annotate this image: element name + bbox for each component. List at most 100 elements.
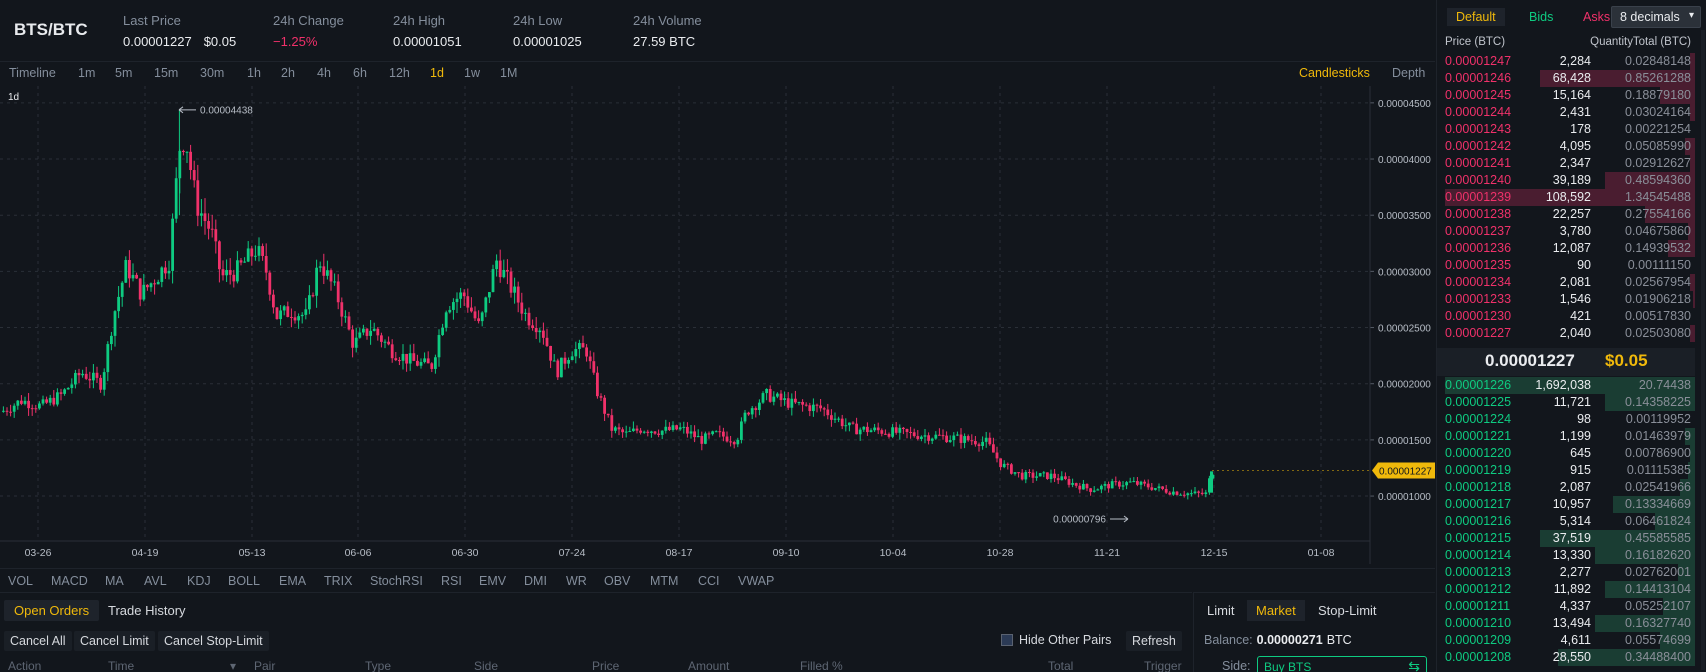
cancel-all-button[interactable]: Cancel All	[4, 631, 72, 651]
interval-15m[interactable]: 15m	[154, 66, 179, 80]
ask-row[interactable]: 0.00001230 421 0.00517830	[1437, 308, 1695, 325]
ask-row[interactable]: 0.00001236 12,087 0.14939532	[1437, 240, 1695, 257]
candle-body	[941, 435, 945, 437]
hide-other-pairs-checkbox[interactable]: Hide Other Pairs	[1001, 633, 1111, 647]
bid-row[interactable]: 0.00001218 2,087 0.02541966	[1437, 479, 1695, 496]
sort-down-icon[interactable]: ▾	[230, 659, 237, 672]
bid-row[interactable]: 0.00001208 28,550 0.34488400	[1437, 649, 1695, 666]
indicator-trix[interactable]: TRIX	[324, 574, 353, 588]
row-quantity: 28,550	[1552, 650, 1591, 664]
tab-trade-history[interactable]: Trade History	[108, 603, 186, 618]
candle-body	[52, 397, 56, 405]
tab-limit[interactable]: Limit	[1207, 603, 1235, 618]
interval-1h[interactable]: 1h	[247, 66, 261, 80]
bid-row[interactable]: 0.00001219 915 0.01115385	[1437, 462, 1695, 479]
checkbox-icon[interactable]	[1001, 634, 1013, 646]
bid-row[interactable]: 0.00001214 13,330 0.16182620	[1437, 547, 1695, 564]
swap-icon[interactable]: ⇆	[1408, 658, 1420, 672]
ask-row[interactable]: 0.00001246 68,428 0.85261288	[1437, 70, 1695, 87]
indicator-ma[interactable]: MA	[105, 574, 124, 588]
bid-row[interactable]: 0.00001209 4,611 0.05574699	[1437, 632, 1695, 649]
bid-row[interactable]: 0.00001215 37,519 0.45585585	[1437, 530, 1695, 547]
view-candlesticks[interactable]: Candlesticks	[1299, 66, 1370, 80]
tab-open-orders[interactable]: Open Orders	[4, 600, 100, 621]
ask-row[interactable]: 0.00001235 90 0.00111150	[1437, 257, 1695, 274]
ask-row[interactable]: 0.00001243 178 0.00221254	[1437, 121, 1695, 138]
ask-row[interactable]: 0.00001247 2,284 0.02848148	[1437, 53, 1695, 70]
indicator-kdj[interactable]: KDJ	[187, 574, 211, 588]
bid-row[interactable]: 0.00001226 1,692,038 20.74438	[1437, 377, 1695, 394]
interval-1d[interactable]: 1d	[430, 66, 444, 80]
col-time[interactable]: Time	[108, 659, 135, 672]
indicator-avl[interactable]: AVL	[144, 574, 167, 588]
tab-market[interactable]: Market	[1247, 600, 1305, 621]
bid-row[interactable]: 0.00001216 5,314 0.06461824	[1437, 513, 1695, 530]
interval-5m[interactable]: 5m	[115, 66, 133, 80]
view-depth[interactable]: Depth	[1392, 66, 1426, 80]
ask-row[interactable]: 0.00001240 39,189 0.48594360	[1437, 172, 1695, 189]
bid-row[interactable]: 0.00001225 11,721 0.14358225	[1437, 394, 1695, 411]
pair-title[interactable]: BTS/BTC	[14, 20, 88, 39]
indicator-vwap[interactable]: VWAP	[738, 574, 775, 588]
bid-row[interactable]: 0.00001221 1,199 0.01463979	[1437, 428, 1695, 445]
indicator-vol[interactable]: VOL	[8, 574, 34, 588]
bid-row[interactable]: 0.00001212 11,892 0.14413104	[1437, 581, 1695, 598]
interval-1w[interactable]: 1w	[464, 66, 480, 80]
row-quantity: 98	[1577, 412, 1591, 426]
bid-row[interactable]: 0.00001211 4,337 0.05252107	[1437, 598, 1695, 615]
bid-row[interactable]: 0.00001224 98 0.00119952	[1437, 411, 1695, 428]
interval-30m[interactable]: 30m	[200, 66, 225, 80]
book-tab-bids[interactable]: Bids	[1529, 10, 1554, 24]
indicator-stochrsi[interactable]: StochRSI	[370, 574, 423, 588]
book-scrollbar[interactable]	[1701, 30, 1705, 670]
side-select[interactable]: Buy BTS ⇆	[1257, 656, 1427, 672]
bid-row[interactable]: 0.00001210 13,494 0.16327740	[1437, 615, 1695, 632]
interval-6h[interactable]: 6h	[353, 66, 367, 80]
book-tab-asks[interactable]: Asks	[1583, 10, 1611, 24]
candle-body	[412, 353, 416, 361]
interval-1M[interactable]: 1M	[500, 66, 518, 80]
ask-row[interactable]: 0.00001239 108,592 1.34545488	[1437, 189, 1695, 206]
ask-row[interactable]: 0.00001241 2,347 0.02912627	[1437, 155, 1695, 172]
candlestick-chart[interactable]: 0.00004500 0.00004000 0.00003500 0.00003000…	[0, 86, 1435, 566]
indicator-cci[interactable]: CCI	[698, 574, 720, 588]
indicator-macd[interactable]: MACD	[51, 574, 88, 588]
ask-row[interactable]: 0.00001242 4,095 0.05085990	[1437, 138, 1695, 155]
decimals-select[interactable]: 8 decimals ▾	[1611, 6, 1701, 28]
indicator-ema[interactable]: EMA	[279, 574, 307, 588]
ask-row[interactable]: 0.00001237 3,780 0.04675860	[1437, 223, 1695, 240]
ask-row[interactable]: 0.00001244 2,431 0.03024164	[1437, 104, 1695, 121]
book-tab-default[interactable]: Default	[1447, 8, 1505, 26]
x-tick-label: 09-10	[773, 547, 800, 559]
indicator-obv[interactable]: OBV	[604, 574, 631, 588]
interval-2h[interactable]: 2h	[281, 66, 295, 80]
row-quantity: 68,428	[1552, 71, 1591, 85]
price-chart[interactable]: 0.00004500 0.00004000 0.00003500 0.00003000…	[0, 86, 1435, 566]
candle-body	[1110, 481, 1114, 489]
interval-timeline[interactable]: Timeline	[9, 66, 56, 80]
ask-row[interactable]: 0.00001245 15,164 0.18879180	[1437, 87, 1695, 104]
indicator-rsi[interactable]: RSI	[441, 574, 462, 588]
candle-body	[1161, 486, 1164, 489]
bid-row[interactable]: 0.00001220 645 0.00786900	[1437, 445, 1695, 462]
refresh-button[interactable]: Refresh	[1126, 631, 1182, 651]
indicator-dmi[interactable]: DMI	[524, 574, 547, 588]
interval-1m[interactable]: 1m	[78, 66, 96, 80]
ask-row[interactable]: 0.00001227 2,040 0.02503080	[1437, 325, 1695, 342]
tab-stop-limit[interactable]: Stop-Limit	[1318, 603, 1377, 618]
row-price: 0.00001247	[1445, 54, 1512, 68]
cancel-limit-button[interactable]: Cancel Limit	[74, 631, 155, 651]
col-amount: Amount	[688, 659, 730, 672]
indicator-mtm[interactable]: MTM	[650, 574, 679, 588]
ask-row[interactable]: 0.00001233 1,546 0.01906218	[1437, 291, 1695, 308]
bid-row[interactable]: 0.00001213 2,277 0.02762001	[1437, 564, 1695, 581]
interval-12h[interactable]: 12h	[389, 66, 410, 80]
bid-row[interactable]: 0.00001217 10,957 0.13334669	[1437, 496, 1695, 513]
ask-row[interactable]: 0.00001234 2,081 0.02567954	[1437, 274, 1695, 291]
cancel-stop-limit-button[interactable]: Cancel Stop-Limit	[158, 631, 269, 651]
ask-row[interactable]: 0.00001238 22,257 0.27554166	[1437, 206, 1695, 223]
indicator-boll[interactable]: BOLL	[228, 574, 260, 588]
indicator-emv[interactable]: EMV	[479, 574, 507, 588]
indicator-wr[interactable]: WR	[566, 574, 587, 588]
interval-4h[interactable]: 4h	[317, 66, 331, 80]
